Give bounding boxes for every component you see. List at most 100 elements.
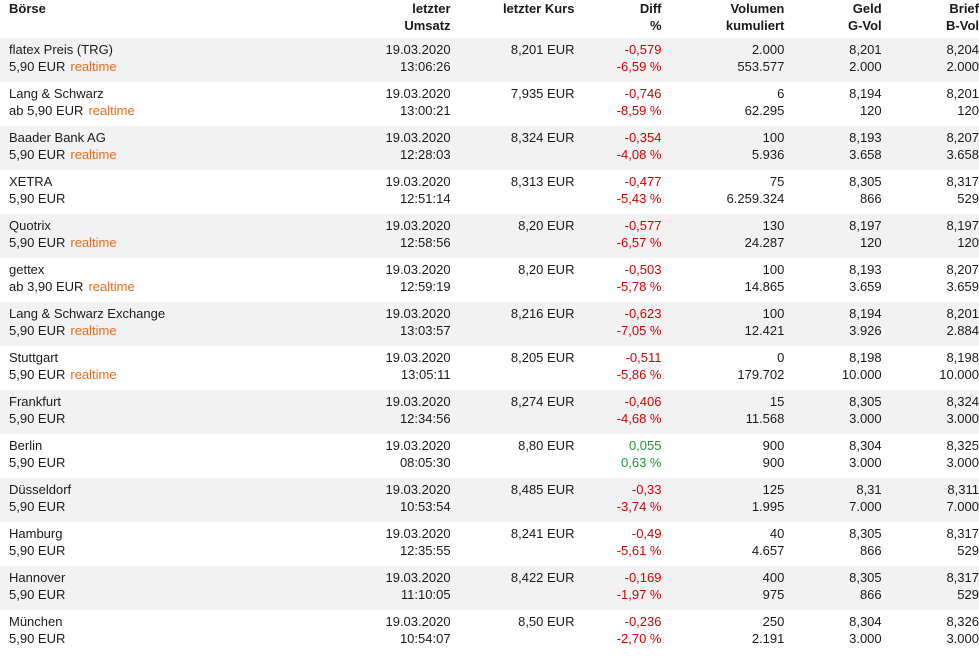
- ask-volume: 120: [957, 235, 979, 250]
- bid-price: 8,305: [849, 394, 882, 409]
- volume: 0: [777, 350, 785, 365]
- bid-volume: 120: [859, 103, 882, 118]
- cell-geld: 8,305 866: [784, 566, 882, 610]
- cell-kurs: 8,241 EUR: [450, 522, 575, 566]
- table-row[interactable]: Quotrix 5,90 EUR realtime 19.03.2020 12:5…: [0, 214, 979, 258]
- cell-brief: 8,324 3.000: [881, 390, 979, 434]
- table-row[interactable]: XETRA 5,90 EUR 19.03.2020 12:51:14 8,313…: [0, 170, 979, 214]
- last-price: 8,20 EUR: [518, 218, 575, 233]
- exchange-name[interactable]: Lang & Schwarz Exchange: [9, 306, 166, 321]
- volume: 130: [762, 218, 785, 233]
- ask-volume: 529: [957, 543, 979, 558]
- cell-brief: 8,204 2.000: [881, 38, 979, 82]
- cell-boerse[interactable]: flatex Preis (TRG) 5,90 EUR realtime: [0, 38, 256, 82]
- ask-volume: 529: [957, 191, 979, 206]
- volume: 250: [762, 614, 785, 629]
- exchange-name[interactable]: XETRA: [9, 174, 53, 189]
- trade-date: 19.03.2020: [385, 570, 451, 585]
- table-row[interactable]: Hannover 5,90 EUR 19.03.2020 11:10:05 8,…: [0, 566, 979, 610]
- diff-pct: 0,63 %: [621, 455, 662, 470]
- table-row[interactable]: Hamburg 5,90 EUR 19.03.2020 12:35:55 8,2…: [0, 522, 979, 566]
- table-row[interactable]: München 5,90 EUR 19.03.2020 10:54:07 8,5…: [0, 610, 979, 654]
- cell-boerse[interactable]: Baader Bank AG 5,90 EUR realtime: [0, 126, 256, 170]
- col-header-brief[interactable]: Brief B-Vol: [946, 1, 979, 33]
- volume: 125: [762, 482, 785, 497]
- diff-pct: -7,05 %: [616, 323, 662, 338]
- trade-date: 19.03.2020: [385, 482, 451, 497]
- diff-pct: -5,61 %: [616, 543, 662, 558]
- diff-abs: -0,49: [631, 526, 662, 541]
- cell-boerse[interactable]: Quotrix 5,90 EUR realtime: [0, 214, 256, 258]
- cell-geld: 8,304 3.000: [784, 610, 882, 654]
- volume-cumulative: 975: [762, 587, 785, 602]
- bid-volume: 866: [859, 191, 882, 206]
- cell-boerse[interactable]: Hannover 5,90 EUR: [0, 566, 256, 610]
- cell-kurs: 8,20 EUR: [450, 258, 575, 302]
- cell-geld: 8,194 120: [784, 82, 882, 126]
- volume-cumulative: 1.995: [751, 499, 785, 514]
- exchange-name[interactable]: Düsseldorf: [9, 482, 72, 497]
- cell-diff: -0,477 -5,43 %: [574, 170, 662, 214]
- last-price: 8,274 EUR: [510, 394, 575, 409]
- table-row[interactable]: Baader Bank AG 5,90 EUR realtime 19.03.20…: [0, 126, 979, 170]
- table-row[interactable]: Lang & Schwarz ab 5,90 EUR realtime 19.03…: [0, 82, 979, 126]
- ask-volume: 3.659: [946, 279, 979, 294]
- trade-date: 19.03.2020: [385, 262, 451, 277]
- exchange-name[interactable]: Frankfurt: [9, 394, 62, 409]
- bid-volume: 7.000: [849, 499, 882, 514]
- cell-boerse[interactable]: XETRA 5,90 EUR: [0, 170, 256, 214]
- cell-brief: 8,207 3.659: [881, 258, 979, 302]
- cell-volumen: 15 11.568: [661, 390, 785, 434]
- bid-price: 8,194: [849, 306, 882, 321]
- exchange-name[interactable]: flatex Preis (TRG): [9, 42, 114, 57]
- trade-date: 19.03.2020: [385, 86, 451, 101]
- cell-boerse[interactable]: gettex ab 3,90 EUR realtime: [0, 258, 256, 302]
- exchange-name[interactable]: Quotrix: [9, 218, 51, 233]
- col-header-umsatz[interactable]: letzter Umsatz: [404, 1, 451, 33]
- bid-price: 8,31: [856, 482, 882, 497]
- cell-boerse[interactable]: Lang & Schwarz ab 5,90 EUR realtime: [0, 82, 256, 126]
- table-row[interactable]: Düsseldorf 5,90 EUR 19.03.2020 10:53:54 …: [0, 478, 979, 522]
- fee-label: 5,90 EUR: [9, 147, 66, 162]
- cell-boerse[interactable]: Düsseldorf 5,90 EUR: [0, 478, 256, 522]
- cell-diff: 0,055 0,63 %: [574, 434, 662, 478]
- cell-boerse[interactable]: München 5,90 EUR: [0, 610, 256, 654]
- col-header-diff[interactable]: Diff %: [639, 1, 662, 33]
- exchange-name[interactable]: Stuttgart: [9, 350, 59, 365]
- last-price: 8,241 EUR: [510, 526, 575, 541]
- cell-boerse[interactable]: Hamburg 5,90 EUR: [0, 522, 256, 566]
- table-row[interactable]: Berlin 5,90 EUR 19.03.2020 08:05:30 8,80…: [0, 434, 979, 478]
- cell-boerse[interactable]: Frankfurt 5,90 EUR: [0, 390, 256, 434]
- diff-pct: -3,74 %: [616, 499, 662, 514]
- cell-boerse[interactable]: Lang & Schwarz Exchange 5,90 EUR realtime: [0, 302, 256, 346]
- col-header-volumen[interactable]: Volumen kumuliert: [725, 1, 785, 33]
- diff-abs: -0,503: [624, 262, 662, 277]
- exchange-name[interactable]: Berlin: [9, 438, 43, 453]
- volume: 15: [769, 394, 785, 409]
- cell-boerse[interactable]: Stuttgart 5,90 EUR realtime: [0, 346, 256, 390]
- cell-volumen: 40 4.657: [661, 522, 785, 566]
- realtime-badge: realtime: [70, 367, 117, 382]
- exchange-name[interactable]: München: [9, 614, 63, 629]
- exchange-name[interactable]: Hannover: [9, 570, 66, 585]
- table-row[interactable]: gettex ab 3,90 EUR realtime 19.03.2020 12…: [0, 258, 979, 302]
- diff-abs: -0,33: [631, 482, 662, 497]
- col-header-kurs[interactable]: letzter Kurs: [502, 1, 575, 16]
- trade-time: 11:10:05: [400, 587, 451, 602]
- cell-brief: 8,207 3.658: [881, 126, 979, 170]
- table-row[interactable]: Lang & Schwarz Exchange 5,90 EUR realtime…: [0, 302, 979, 346]
- exchange-name[interactable]: gettex: [9, 262, 45, 277]
- cell-boerse[interactable]: Berlin 5,90 EUR: [0, 434, 256, 478]
- exchange-name[interactable]: Baader Bank AG: [9, 130, 106, 145]
- ask-price: 8,201: [946, 306, 979, 321]
- table-row[interactable]: Stuttgart 5,90 EUR realtime 19.03.2020 13…: [0, 346, 979, 390]
- table-row[interactable]: flatex Preis (TRG) 5,90 EUR realtime 19.0…: [0, 38, 979, 82]
- col-header-boerse[interactable]: Börse: [9, 1, 46, 16]
- exchange-name[interactable]: Hamburg: [9, 526, 63, 541]
- table-row[interactable]: Frankfurt 5,90 EUR 19.03.2020 12:34:56 8…: [0, 390, 979, 434]
- diff-pct: -5,86 %: [616, 367, 662, 382]
- col-header-geld[interactable]: Geld G-Vol: [847, 1, 882, 33]
- diff-pct: -2,70 %: [616, 631, 662, 646]
- exchange-name[interactable]: Lang & Schwarz: [9, 86, 104, 101]
- diff-abs: -0,354: [624, 130, 662, 145]
